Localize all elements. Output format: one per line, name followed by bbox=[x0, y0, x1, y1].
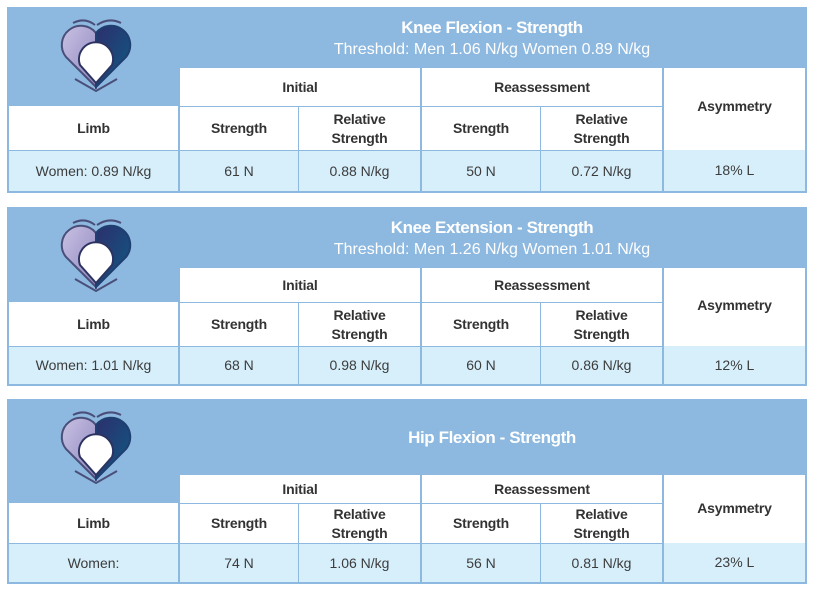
asymmetry-cell: 18% L bbox=[662, 150, 805, 191]
asymmetry-header: Asymmetry bbox=[662, 475, 805, 543]
limb-cell: Women: bbox=[9, 543, 178, 582]
limb-cell: Women: 1.01 N/kg bbox=[9, 346, 178, 384]
reassessment-strength-cell: 60 N bbox=[420, 346, 540, 384]
reassessment-strength-header: Strength bbox=[420, 302, 540, 346]
reassessment-relative-strength-header: Relative Strength bbox=[540, 503, 662, 543]
threshold-text: Threshold: Men 1.06 N/kg Women 0.89 N/kg bbox=[333, 40, 651, 58]
initial-group-header: Initial bbox=[178, 475, 420, 503]
knee-flexion-table: Knee Flexion - Strength Threshold: Men 1… bbox=[7, 7, 807, 193]
reassessment-relative-cell: 0.81 N/kg bbox=[540, 543, 662, 582]
initial-relative-strength-header: Relative Strength bbox=[298, 503, 420, 543]
initial-group-header: Initial bbox=[178, 68, 420, 106]
initial-relative-cell: 0.98 N/kg bbox=[298, 346, 420, 384]
table-title: Hip Flexion - Strength bbox=[408, 428, 576, 447]
asymmetry-header: Asymmetry bbox=[662, 68, 805, 150]
threshold-text: Threshold: Men 1.26 N/kg Women 1.01 N/kg bbox=[333, 240, 651, 258]
reassessment-strength-cell: 56 N bbox=[420, 543, 540, 582]
reassessment-group-header: Reassessment bbox=[420, 475, 662, 503]
reassessment-strength-cell: 50 N bbox=[420, 150, 540, 191]
limb-cell: Women: 0.89 N/kg bbox=[9, 150, 178, 191]
reassessment-relative-strength-header: Relative Strength bbox=[540, 106, 662, 150]
reassessment-relative-cell: 0.86 N/kg bbox=[540, 346, 662, 384]
asymmetry-header: Asymmetry bbox=[662, 268, 805, 346]
initial-strength-header: Strength bbox=[178, 302, 298, 346]
limb-header: Limb bbox=[9, 302, 178, 346]
hip-flexion-table: Hip Flexion - Strength Initial Reassessm… bbox=[7, 399, 807, 584]
initial-relative-cell: 1.06 N/kg bbox=[298, 543, 420, 582]
reassessment-strength-header: Strength bbox=[420, 503, 540, 543]
reassessment-strength-header: Strength bbox=[420, 106, 540, 150]
initial-relative-cell: 0.88 N/kg bbox=[298, 150, 420, 191]
initial-strength-header: Strength bbox=[178, 503, 298, 543]
initial-relative-strength-header: Relative Strength bbox=[298, 302, 420, 346]
reassessment-relative-cell: 0.72 N/kg bbox=[540, 150, 662, 191]
limb-header: Limb bbox=[9, 106, 178, 150]
initial-relative-strength-header: Relative Strength bbox=[298, 106, 420, 150]
initial-strength-cell: 68 N bbox=[178, 346, 298, 384]
heart-drop-logo-icon bbox=[60, 19, 132, 93]
table-title: Knee Flexion - Strength bbox=[401, 17, 583, 37]
initial-strength-header: Strength bbox=[178, 106, 298, 150]
heart-drop-logo-icon bbox=[60, 219, 132, 293]
reassessment-group-header: Reassessment bbox=[420, 268, 662, 302]
initial-strength-cell: 61 N bbox=[178, 150, 298, 191]
initial-strength-cell: 74 N bbox=[178, 543, 298, 582]
reassessment-group-header: Reassessment bbox=[420, 68, 662, 106]
knee-extension-table: Knee Extension - Strength Threshold: Men… bbox=[7, 207, 807, 386]
reassessment-relative-strength-header: Relative Strength bbox=[540, 302, 662, 346]
initial-group-header: Initial bbox=[178, 268, 420, 302]
asymmetry-cell: 12% L bbox=[662, 346, 805, 384]
table-title: Knee Extension - Strength bbox=[390, 217, 594, 237]
heart-drop-logo-icon bbox=[60, 411, 132, 485]
asymmetry-cell: 23% L bbox=[662, 543, 805, 582]
limb-header: Limb bbox=[9, 503, 178, 543]
